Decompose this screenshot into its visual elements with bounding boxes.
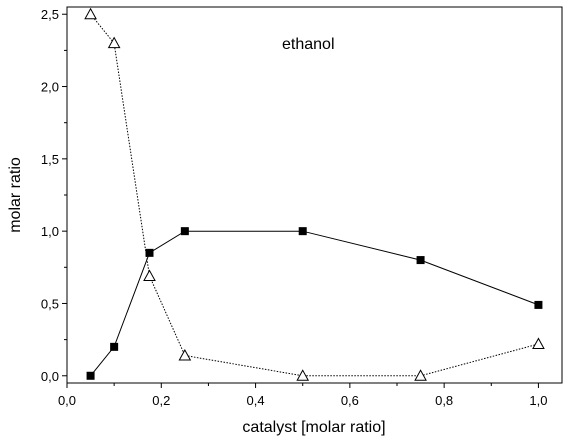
x-tick-label: 0,8 — [435, 393, 453, 408]
triangle-marker — [178, 348, 192, 361]
series-line-2 — [90, 13, 539, 377]
y-tick-label: 0,0 — [41, 369, 59, 384]
square-marker — [86, 371, 95, 380]
axis-ticks: 0,0 0,2 0,4 0,6 0,8 1,0 0,0 0,5 1,0 1,5 2,0 2,5 — [41, 7, 548, 408]
triangle-marker — [84, 7, 97, 20]
y-tick-label: 1,5 — [41, 152, 59, 167]
x-tick-label: 0,4 — [247, 393, 265, 408]
x-axis-label: catalyst [molar ratio] — [242, 419, 385, 436]
series-layer — [84, 7, 545, 381]
x-tick-label: 0,2 — [152, 393, 170, 408]
triangle-marker — [296, 369, 310, 381]
triangle-marker — [143, 269, 156, 281]
square-marker — [180, 227, 189, 236]
x-tick-label: 0,6 — [341, 393, 359, 408]
triangle-marker — [532, 337, 545, 349]
triangle-marker — [107, 36, 121, 49]
square-marker — [110, 342, 119, 351]
y-tick-label: 0,5 — [41, 296, 59, 311]
square-marker — [416, 256, 425, 265]
series-line-1 — [90, 230, 539, 377]
triangle-marker — [414, 369, 427, 381]
y-tick-label: 2,5 — [41, 7, 59, 22]
square-marker — [145, 248, 154, 257]
chart-annotation: ethanol — [282, 36, 335, 53]
y-tick-label: 2,0 — [41, 80, 59, 95]
y-axis-label: molar ratio — [7, 157, 24, 233]
y-tick-label: 1,0 — [41, 224, 59, 239]
square-marker — [298, 227, 307, 236]
x-tick-label: 1,0 — [529, 393, 547, 408]
square-marker — [534, 300, 543, 309]
plot-frame — [66, 6, 563, 384]
x-tick-label: 0,0 — [58, 393, 76, 408]
